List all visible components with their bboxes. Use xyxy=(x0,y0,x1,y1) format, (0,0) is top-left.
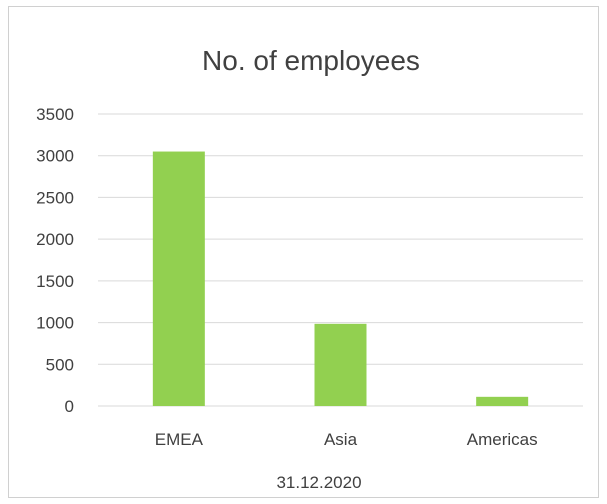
x-tick-label-americas: Americas xyxy=(467,430,538,449)
x-axis-label: 31.12.2020 xyxy=(276,473,361,492)
y-tick-label: 1000 xyxy=(36,314,74,333)
y-tick-label: 2000 xyxy=(36,230,74,249)
y-axis-ticks: 0 500 1000 1500 2000 2500 3000 3500 xyxy=(36,105,74,416)
bar-emea xyxy=(152,151,205,406)
y-tick-label: 500 xyxy=(46,355,74,374)
x-tick-label-emea: EMEA xyxy=(155,430,204,449)
bar-asia xyxy=(314,323,367,406)
y-tick-label: 2500 xyxy=(36,188,74,207)
chart-title: No. of employees xyxy=(202,45,420,76)
chart-frame xyxy=(8,6,599,498)
x-axis-ticks: EMEA Asia Americas xyxy=(155,430,538,449)
y-tick-label: 3500 xyxy=(36,105,74,124)
y-tick-label: 3000 xyxy=(36,147,74,166)
y-tick-label: 1500 xyxy=(36,272,74,291)
x-tick-label-asia: Asia xyxy=(324,430,358,449)
y-tick-label: 0 xyxy=(65,397,74,416)
bars xyxy=(152,151,529,406)
bar-americas xyxy=(476,396,529,406)
